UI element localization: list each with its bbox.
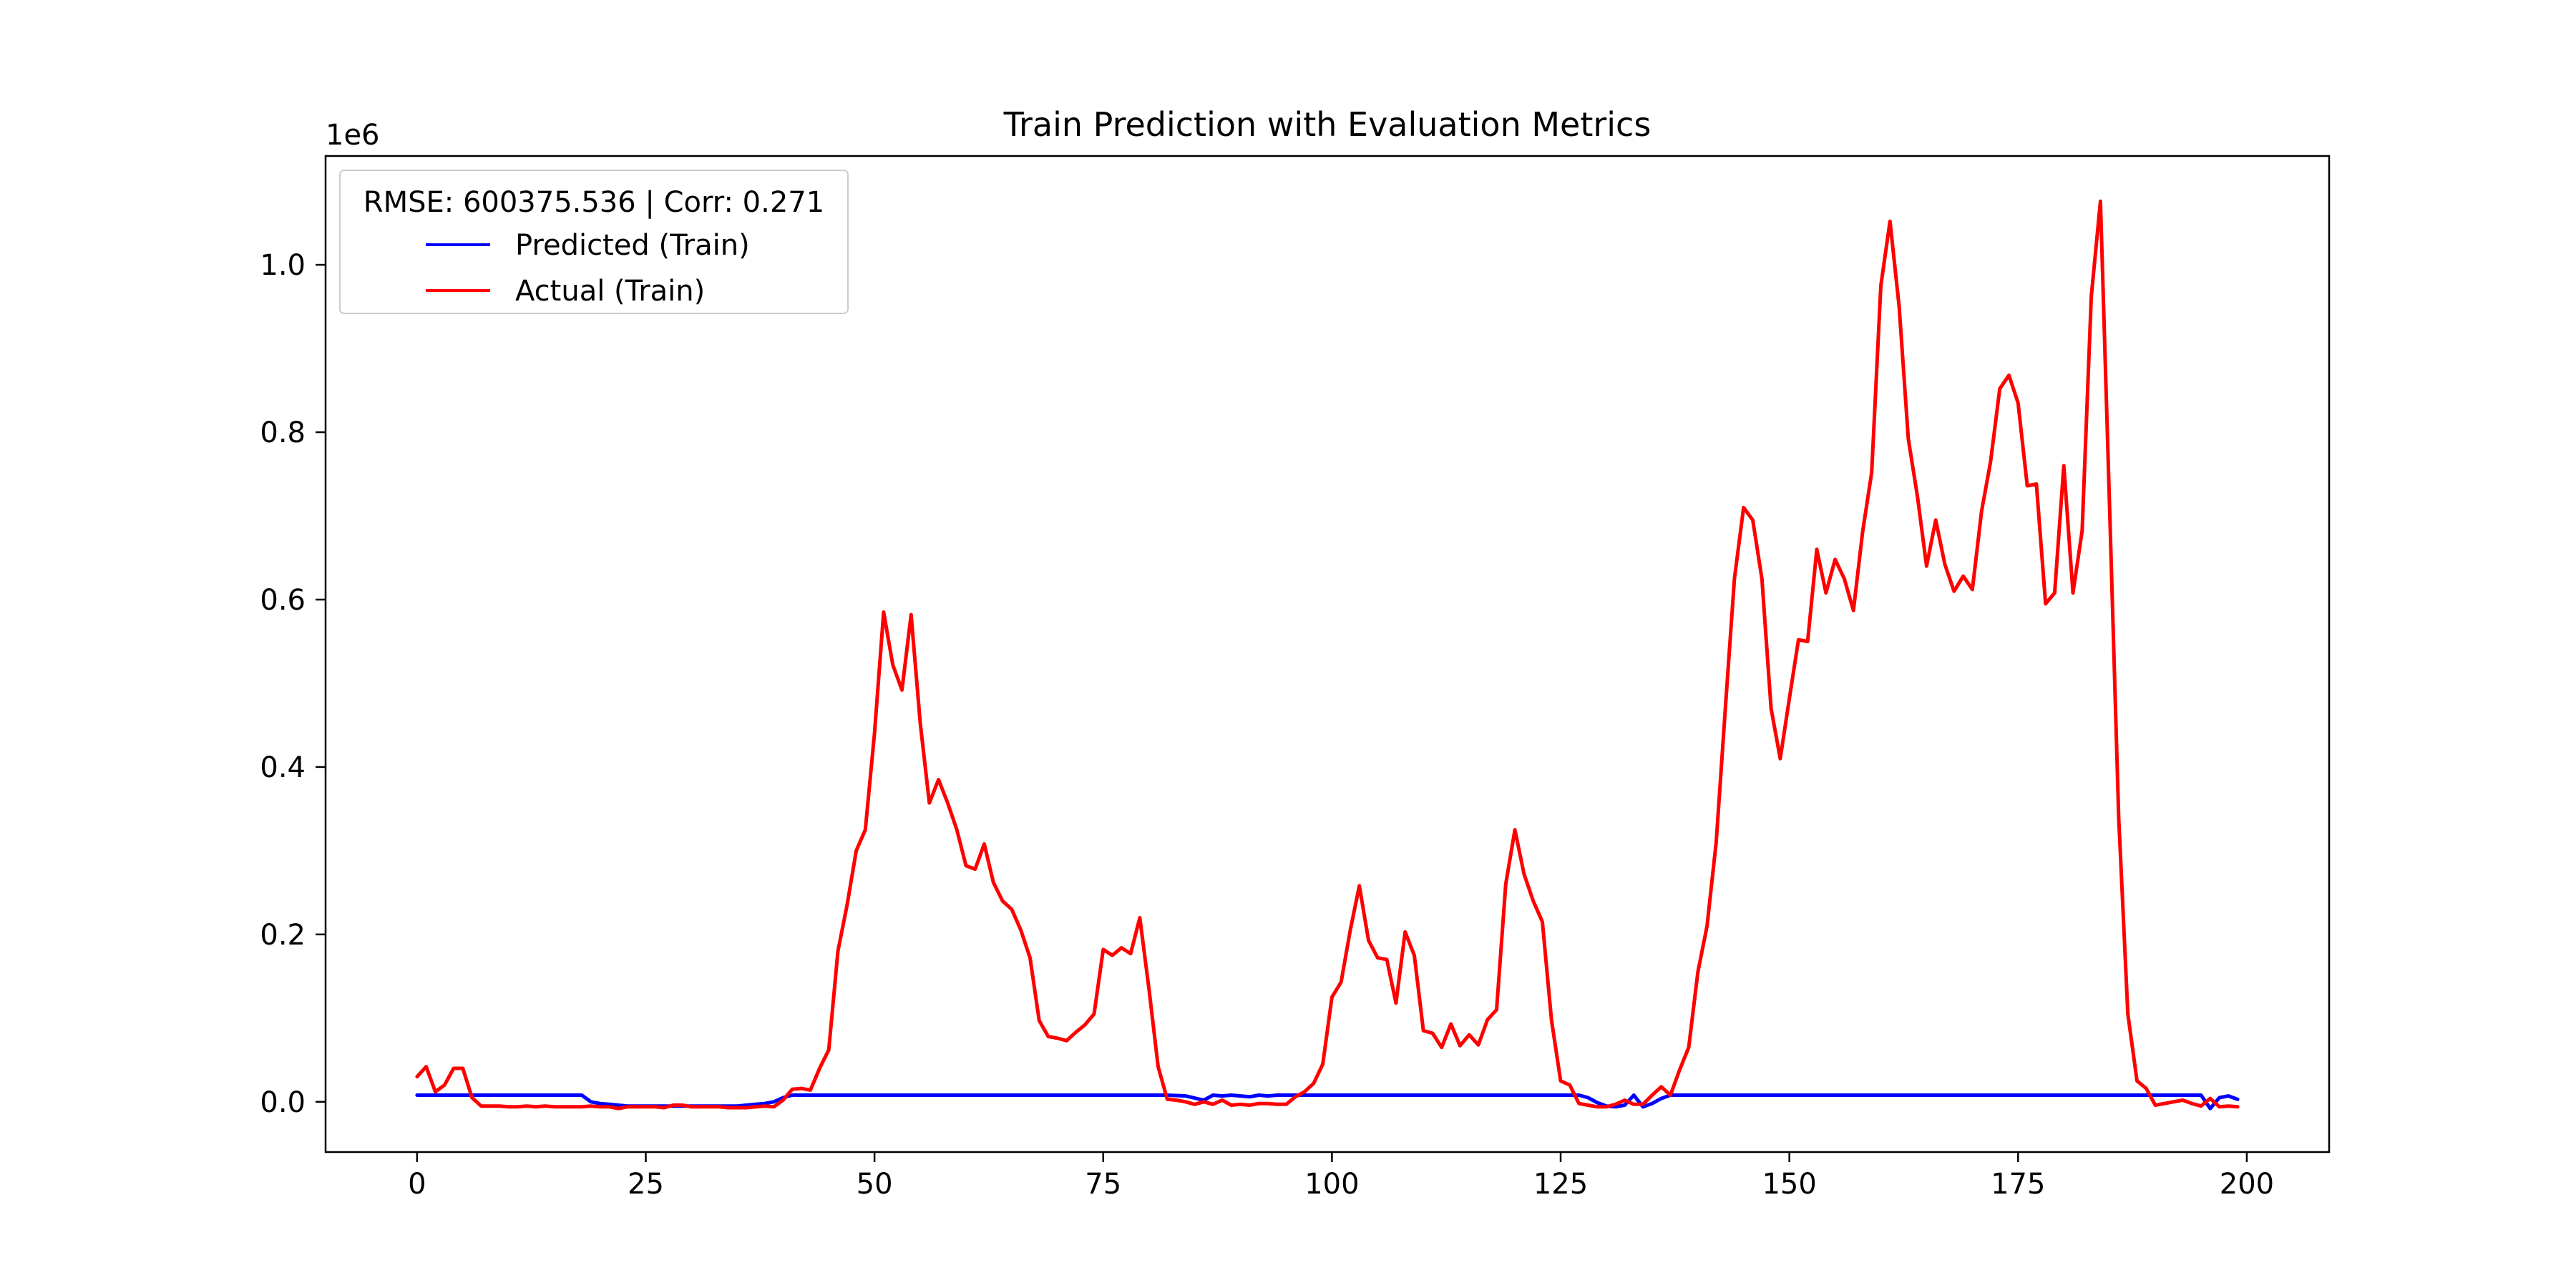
series-line-actual <box>415 199 2240 1111</box>
plot-area <box>324 155 2331 1153</box>
x-tick-label: 25 <box>628 1168 664 1201</box>
y-scale-offset-label: 1e6 <box>326 119 380 152</box>
axes-frame <box>324 155 2331 1153</box>
legend-box <box>339 170 849 314</box>
y-tick-label: 0.4 <box>260 751 306 784</box>
x-axis: 0 25 50 75 100 125 150 175 200 <box>408 1152 2274 1201</box>
y-tick-label: 0.0 <box>260 1086 306 1119</box>
legend: RMSE: 600375.536 | Corr: 0.271 Predicted… <box>339 170 849 314</box>
x-tick-label: 175 <box>1991 1168 2045 1201</box>
x-tick-label: 100 <box>1304 1168 1359 1201</box>
x-tick-label: 75 <box>1085 1168 1121 1201</box>
x-tick-label: 150 <box>1762 1168 1816 1201</box>
legend-label-predicted: Predicted (Train) <box>515 229 750 262</box>
x-tick-label: 200 <box>2220 1168 2274 1201</box>
y-tick-label: 0.8 <box>260 416 306 449</box>
x-tick-label: 50 <box>857 1168 893 1201</box>
legend-title: RMSE: 600375.536 | Corr: 0.271 <box>364 186 824 219</box>
y-tick-label: 0.2 <box>260 919 306 952</box>
x-tick-label: 0 <box>408 1168 426 1201</box>
y-tick-label: 1.0 <box>260 249 306 282</box>
legend-label-actual: Actual (Train) <box>515 275 705 308</box>
y-axis: 0.0 0.2 0.4 0.6 0.8 1.0 <box>260 249 326 1119</box>
y-tick-label: 0.6 <box>260 584 306 617</box>
x-tick-label: 125 <box>1533 1168 1588 1201</box>
chart-title: Train Prediction with Evaluation Metrics <box>1003 105 1652 144</box>
series-layer <box>415 199 2240 1111</box>
